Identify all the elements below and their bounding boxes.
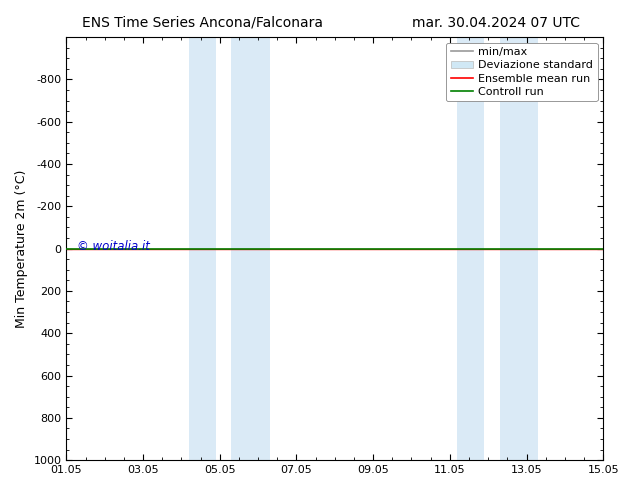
Bar (500, 37, 538, 460)
Text: mar. 30.04.2024 07 UTC: mar. 30.04.2024 07 UTC (412, 16, 580, 30)
Legend: min/max, Deviazione standard, Ensemble mean run, Controll run: min/max, Deviazione standard, Ensemble m… (446, 43, 598, 101)
Text: ENS Time Series Ancona/Falconara: ENS Time Series Ancona/Falconara (82, 16, 323, 30)
Text: © woitalia.it: © woitalia.it (77, 240, 150, 253)
Bar (189, 37, 216, 460)
Bar (458, 37, 484, 460)
Bar (231, 37, 269, 460)
Y-axis label: Min Temperature 2m (°C): Min Temperature 2m (°C) (15, 170, 28, 328)
